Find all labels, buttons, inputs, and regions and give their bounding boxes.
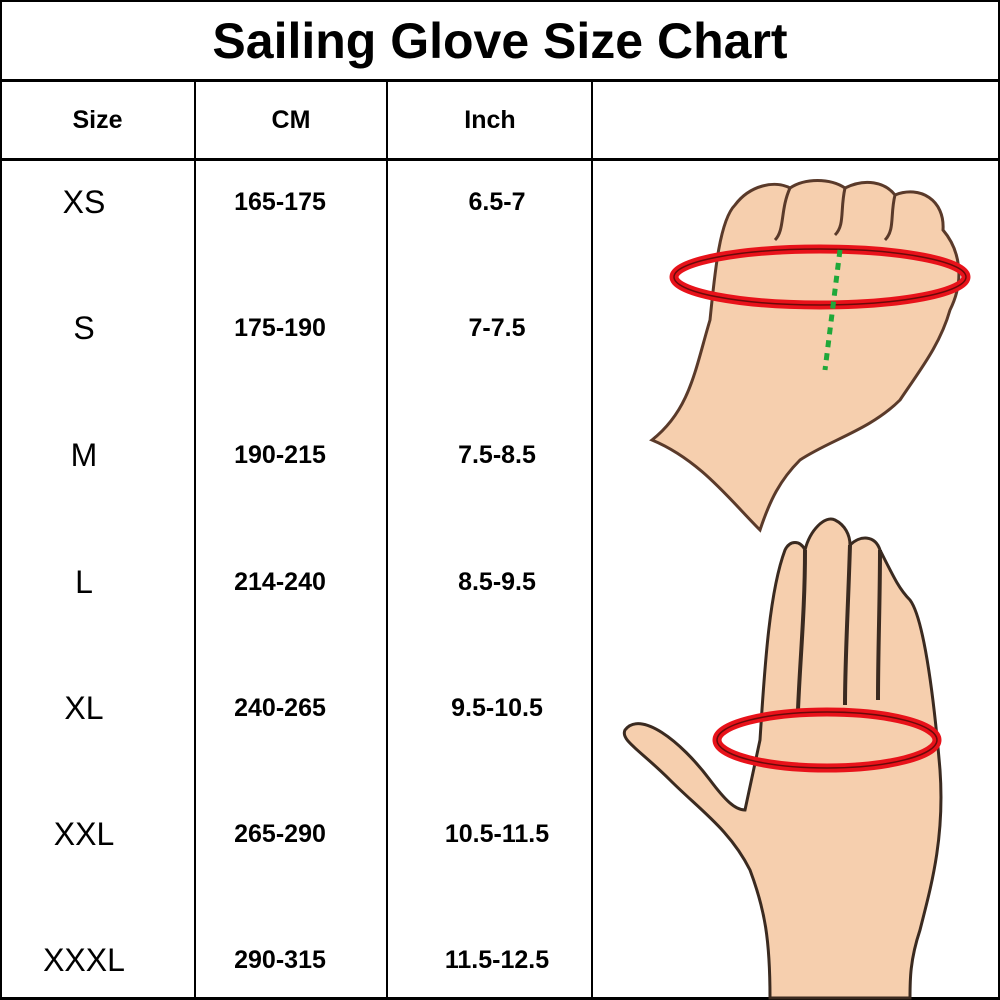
hand-shape [622,517,943,1000]
fist-shape [649,179,961,533]
cell-size: S [73,310,95,346]
cell-cm: 240-265 [234,694,326,722]
chart-title: Sailing Glove Size Chart [212,13,788,69]
header-inch: Inch [464,106,516,134]
cell-size: XS [62,184,106,220]
cell-cm: 265-290 [234,820,326,848]
cell-cm: 165-175 [234,188,326,216]
header-cm: CM [271,106,311,134]
cell-inch: 7-7.5 [468,314,526,342]
cell-inch: 10.5-11.5 [444,820,550,848]
open-hand-illustration [622,517,943,1000]
divider-col3 [591,80,593,1000]
border-right [998,0,1000,1000]
cell-size: XL [64,690,104,726]
cell-cm: 190-215 [234,441,326,469]
border-left [0,0,2,1000]
cell-cm: 175-190 [234,314,326,342]
cell-inch: 8.5-9.5 [458,568,536,596]
fist-illustration [649,179,971,533]
divider-title [0,79,1000,82]
cell-size: M [70,437,98,473]
cell-inch: 7.5-8.5 [458,441,536,469]
divider-col1 [194,80,196,1000]
divider-header [0,158,1000,161]
cell-size: L [75,564,93,600]
cell-inch: 11.5-12.5 [444,946,550,974]
header-size: Size [72,106,123,134]
cell-inch: 9.5-10.5 [451,694,543,722]
cell-inch: 6.5-7 [468,188,526,216]
border-bottom [0,997,1000,1000]
divider-col2 [386,80,388,1000]
header-image [593,80,998,160]
cell-size: XXXL [43,942,125,978]
cell-cm: 290-315 [234,946,326,974]
cell-cm: 214-240 [234,568,326,596]
cell-size: XXL [53,816,115,852]
border-top [0,0,1000,2]
